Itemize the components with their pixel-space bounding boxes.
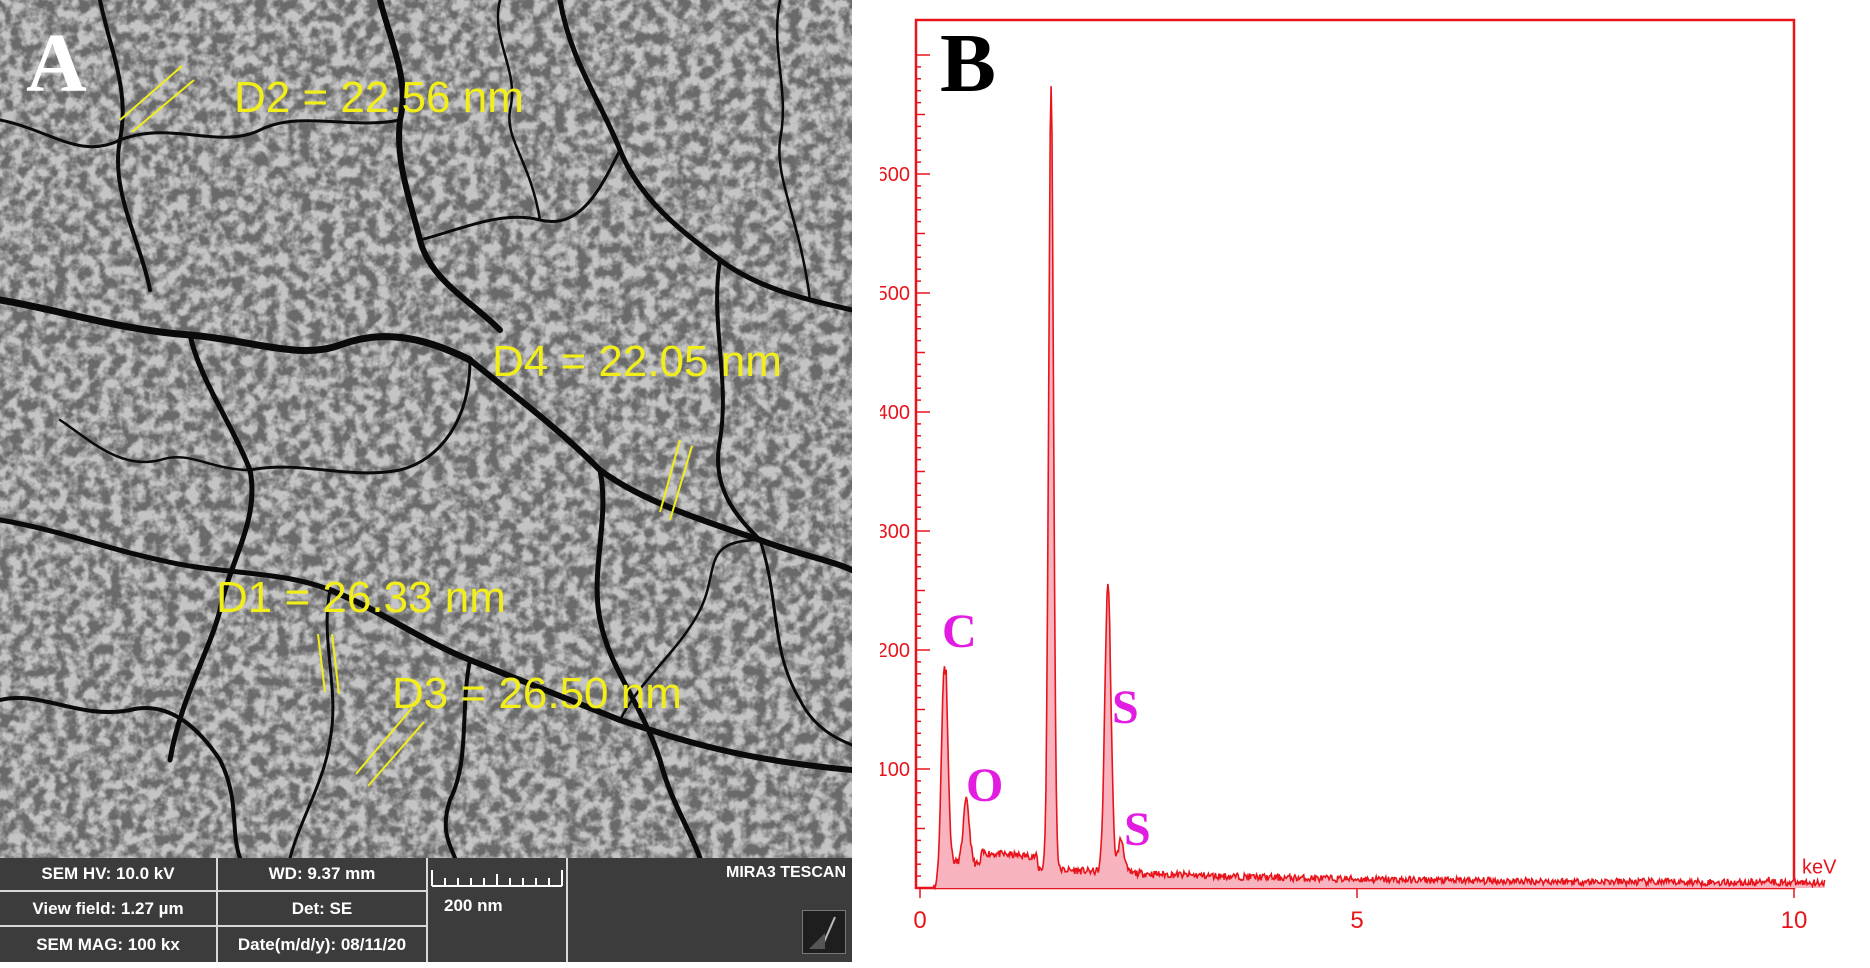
detector-readout: Det: SE <box>218 892 428 927</box>
measurement-label-d4: D4 = 22.05 nm <box>492 337 782 386</box>
spectrum-fill <box>924 86 1825 888</box>
measurement-lines <box>119 65 693 787</box>
sem-info-bar: SEM HV: 10.0 kV WD: 9.37 mm View field: … <box>0 858 852 962</box>
measurement-label-d3: D3 = 26.50 nm <box>392 669 682 718</box>
element-label-s1: S <box>1112 681 1139 734</box>
magnification-readout: SEM MAG: 100 kx <box>0 927 218 962</box>
crack-network <box>0 0 852 858</box>
sem-image-panel: A D2 = 22.56 nm D4 = 22.05 nm D1 = 26.33… <box>0 0 852 962</box>
scale-bar-ruler <box>431 870 563 887</box>
eds-spectrum-chart: 100 200 300 400 500 600 0 5 10 keV <box>880 18 1837 934</box>
measurement-label-d1: D1 = 26.33 nm <box>216 573 506 622</box>
measure-line-d4 <box>669 445 693 521</box>
y-tick-label: 500 <box>880 283 910 305</box>
y-tick-label: 300 <box>880 521 910 543</box>
scale-bar-box: 200 nm <box>428 858 568 962</box>
x-tick-label: 5 <box>1350 907 1363 934</box>
wd-readout: WD: 9.37 mm <box>218 858 428 892</box>
eds-spectrum-panel: 100 200 300 400 500 600 0 5 10 keV B C O S S <box>880 0 1870 968</box>
measure-line-d2 <box>119 65 183 121</box>
measure-line-d1 <box>331 633 340 695</box>
x-tick-label: 0 <box>913 907 926 934</box>
panel-letter-a: A <box>26 17 87 110</box>
hv-readout: SEM HV: 10.0 kV <box>0 858 218 892</box>
y-tick-label: 200 <box>880 640 910 662</box>
sem-micrograph <box>0 0 852 858</box>
measure-line-d2 <box>131 79 195 133</box>
element-label-c: C <box>942 605 977 658</box>
y-tick-label: 100 <box>880 759 910 781</box>
scale-bar-label: 200 nm <box>444 896 503 915</box>
measure-line-d4 <box>659 439 681 513</box>
measure-line-d3 <box>355 707 413 775</box>
panel-letter-b: B <box>940 17 997 110</box>
y-tick-label: 600 <box>880 164 910 186</box>
element-label-o: O <box>966 759 1004 812</box>
instrument-brand: MIRA3 TESCAN <box>725 864 846 881</box>
spectrum-line <box>924 86 1826 891</box>
element-label-s2: S <box>1124 803 1151 856</box>
y-tick-label: 400 <box>880 402 910 424</box>
x-axis-unit-label: keV <box>1802 857 1837 879</box>
measure-line-d1 <box>317 633 326 693</box>
tescan-logo-icon <box>802 910 846 954</box>
view-field-readout: View field: 1.27 µm <box>0 892 218 927</box>
date-readout: Date(m/d/y): 08/11/20 <box>218 927 428 962</box>
measurement-label-d2: D2 = 22.56 nm <box>234 73 524 122</box>
x-tick-label: 10 <box>1781 907 1808 934</box>
measure-line-d3 <box>367 721 425 787</box>
